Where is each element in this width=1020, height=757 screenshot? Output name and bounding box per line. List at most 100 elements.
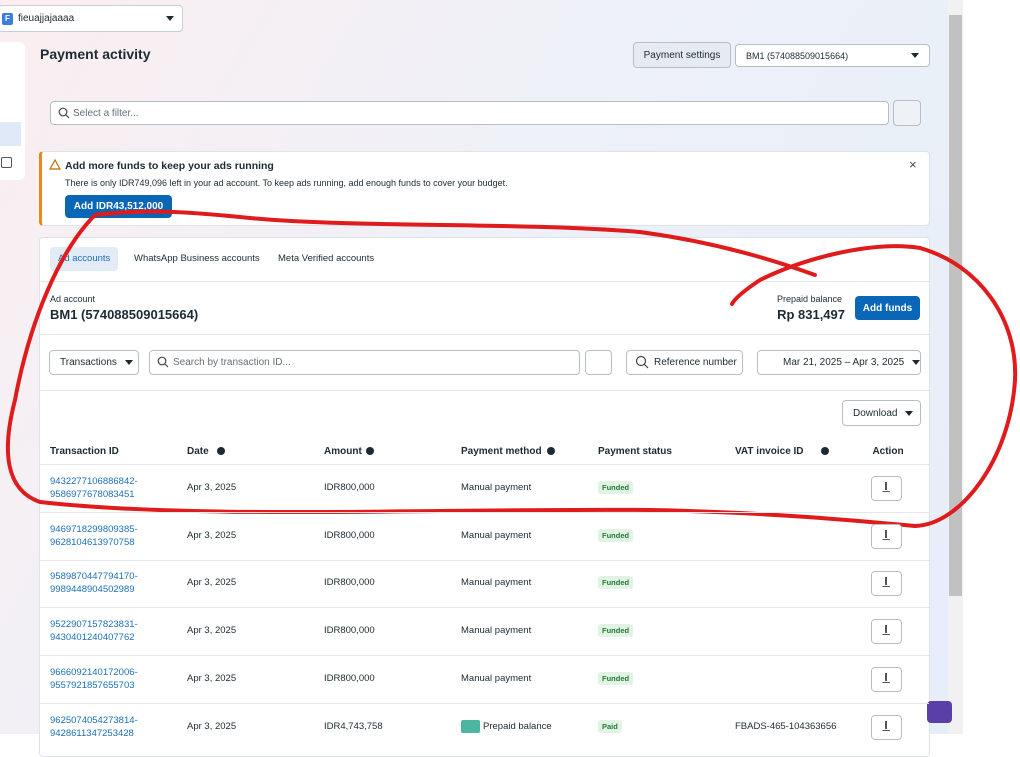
- amount: IDR4,743,758: [324, 720, 383, 732]
- download-arrow: [885, 482, 887, 490]
- download-button[interactable]: Download: [842, 400, 921, 426]
- caret: [911, 53, 919, 58]
- transaction-id[interactable]: 9432277106886842-9586977678083451: [50, 476, 138, 500]
- column-header: Date: [187, 446, 209, 457]
- download-arrow: [885, 625, 887, 634]
- date: Apr 3, 2025: [187, 529, 237, 541]
- divider: [40, 464, 929, 465]
- payment-method: Manual payment: [461, 672, 532, 684]
- sidebar-icon[interactable]: [1, 157, 12, 168]
- status-pill: Funded: [598, 576, 634, 590]
- warning-icon: [49, 159, 61, 170]
- search-settings-button[interactable]: [585, 350, 612, 375]
- close-icon[interactable]: ×: [909, 157, 917, 172]
- search-icon: [157, 356, 169, 368]
- alert-title: Add more funds to keep your ads running: [65, 160, 274, 172]
- info-icon[interactable]: [365, 447, 374, 455]
- payment-method: Manual payment: [461, 577, 532, 589]
- search-icon: [635, 355, 649, 369]
- account-dropdown-text: BM1 (574088509015664): [746, 50, 849, 61]
- filter-input[interactable]: Select a filter...: [50, 101, 889, 125]
- row-divider: [40, 655, 929, 657]
- amount: IDR800,000: [324, 482, 375, 493]
- alert-button[interactable]: Add IDR43,512,000: [65, 195, 172, 218]
- status-pill: Funded: [598, 624, 634, 638]
- account-name: fieuajjajaaaa: [18, 13, 75, 24]
- download-icon: [882, 577, 890, 588]
- row-divider: [40, 607, 929, 609]
- scrollbar-thumb[interactable]: [949, 15, 962, 596]
- row-divider: [40, 559, 929, 561]
- date: Apr 3, 2025: [187, 672, 237, 684]
- status-pill: Funded: [598, 671, 634, 685]
- account-title: BM1 (574088509015664): [50, 307, 199, 322]
- account-badge: F: [2, 13, 13, 25]
- row-divider: [40, 512, 929, 513]
- info-icon[interactable]: [821, 447, 830, 455]
- chat-button[interactable]: [927, 701, 952, 723]
- transaction-search[interactable]: Search by transaction ID...: [149, 350, 580, 375]
- type-dropdown[interactable]: Transactions: [49, 350, 139, 375]
- caret: [905, 410, 914, 416]
- column-header: Amount: [324, 446, 362, 457]
- status-pill: Paid: [598, 719, 622, 733]
- amount: IDR800,000: [324, 577, 375, 589]
- filter-settings-button[interactable]: [893, 100, 921, 126]
- payment-method: Manual payment: [461, 529, 532, 541]
- download-row-button[interactable]: [871, 571, 902, 597]
- date-range-text: Mar 21, 2025 – Apr 3, 2025: [783, 357, 905, 368]
- transaction-id[interactable]: 9469718299809385-9628104613970758: [50, 523, 138, 548]
- download-arrow: [885, 720, 887, 729]
- account-selector[interactable]: [0, 5, 183, 32]
- transaction-id[interactable]: 9589870447794170-9989448904502989: [50, 571, 138, 596]
- page-title: Payment activity: [40, 46, 151, 62]
- caret: [912, 360, 921, 365]
- payment-method: Manual payment: [461, 482, 532, 493]
- column-header: Payment method: [461, 446, 542, 457]
- download-icon: [882, 720, 890, 731]
- date: Apr 3, 2025: [187, 482, 237, 493]
- payment-method: Manual payment: [461, 625, 532, 637]
- download-text: Download: [853, 407, 898, 419]
- sidebar-active[interactable]: [0, 122, 21, 146]
- divider: [40, 390, 929, 391]
- tab[interactable]: WhatsApp Business accounts: [134, 253, 260, 264]
- tab[interactable]: Meta Verified accounts: [278, 253, 375, 264]
- method-icon: [461, 719, 480, 733]
- download-icon: [882, 482, 890, 492]
- transaction-id[interactable]: 9625074054273814-9428611347253428: [50, 714, 138, 739]
- date: Apr 3, 2025: [187, 577, 237, 589]
- caret: [166, 16, 174, 21]
- download-arrow: [885, 529, 887, 538]
- tab[interactable]: Ad accounts: [50, 247, 119, 271]
- amount: IDR800,000: [324, 625, 375, 637]
- account-dropdown[interactable]: BM1 (574088509015664): [735, 44, 930, 67]
- transaction-id[interactable]: 9666092140172006-9557921857655703: [50, 666, 138, 691]
- balance-label: Prepaid balance: [776, 294, 842, 304]
- info-icon[interactable]: [217, 447, 226, 455]
- column-header: Action: [872, 446, 904, 457]
- column-header: VAT invoice ID: [735, 446, 804, 457]
- settings-button[interactable]: Payment settings: [633, 42, 731, 68]
- column-header: Transaction ID: [50, 446, 119, 457]
- vat-invoice: FBADS-465-104363656: [735, 720, 837, 732]
- row-divider: [40, 702, 929, 704]
- divider: [40, 281, 929, 282]
- status-pill: Funded: [598, 528, 634, 542]
- date-range[interactable]: Mar 21, 2025 – Apr 3, 2025: [757, 350, 921, 375]
- download-icon: [882, 625, 890, 636]
- download-icon: [882, 529, 890, 540]
- alert-body: There is only IDR749,096 left in your ad…: [65, 178, 508, 188]
- add-funds-button[interactable]: Add funds: [855, 296, 920, 320]
- amount: IDR800,000: [324, 529, 375, 541]
- transaction-id[interactable]: 9522907157823831-9430401240407762: [50, 619, 138, 644]
- status-pill: Funded: [598, 481, 634, 494]
- info-icon[interactable]: [547, 447, 556, 455]
- download-arrow: [885, 577, 887, 586]
- download-arrow: [885, 672, 887, 681]
- column-header: Payment status: [598, 446, 672, 457]
- caret: [124, 360, 133, 365]
- divider: [40, 334, 929, 335]
